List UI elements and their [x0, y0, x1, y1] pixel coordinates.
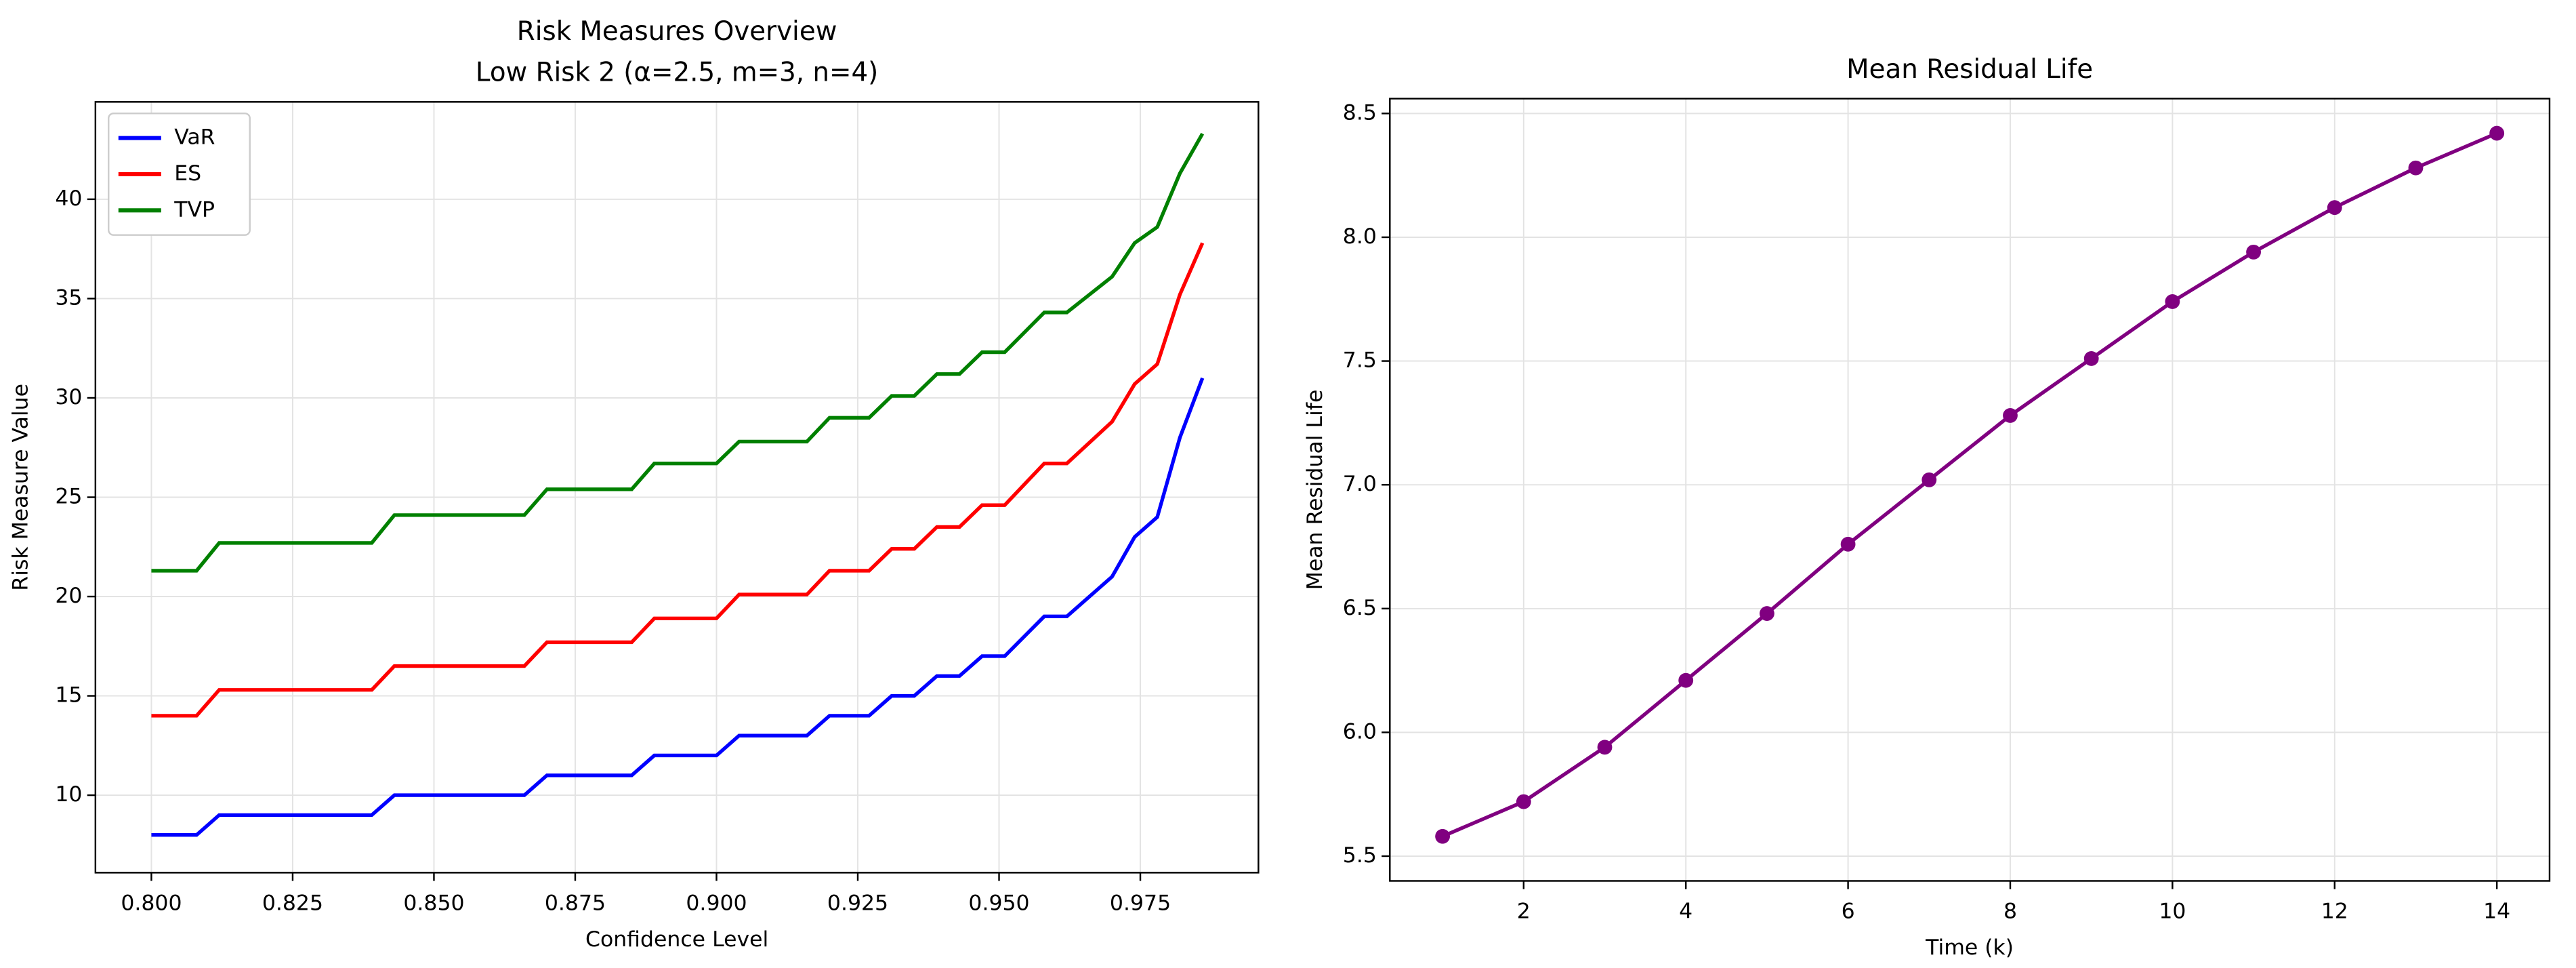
point	[1516, 794, 1531, 809]
series-line	[151, 132, 1205, 573]
point	[2083, 351, 2099, 366]
chart: Risk Measures Overview Low Risk 2 (α=2.5,…	[9, 16, 1260, 952]
x-tick-label: 12	[2321, 900, 2348, 924]
x-tick-label: 0.800	[121, 891, 182, 915]
x-tick-label: 0.925	[827, 891, 888, 915]
point	[1921, 472, 1937, 487]
legend-label: ES	[174, 161, 201, 186]
y-tick-label: 6.5	[1343, 596, 1377, 620]
x-tick-label: 8	[2003, 900, 2017, 924]
legend-label: VaR	[174, 125, 215, 150]
point	[2489, 125, 2505, 141]
y-axis-label: Risk Measure Value	[9, 384, 33, 591]
series-line	[151, 242, 1205, 718]
chart-title: Risk Measures Overview	[517, 16, 837, 47]
legend-frame	[108, 113, 251, 236]
chart: Mean Residual Life 2 4 6 8 10 12 14 5.5 6.0 6.5 7.0…	[1303, 54, 2551, 960]
y-tick-label: 8.0	[1343, 224, 1377, 249]
x-tick-label: 0.875	[545, 891, 606, 915]
y-tick-label: 15	[55, 683, 82, 708]
y-tick-label: 30	[55, 385, 82, 409]
point	[2003, 408, 2018, 423]
x-axis-label: Time (k)	[1925, 935, 2014, 960]
y-tick-label: 10	[55, 782, 82, 807]
x-tick-label: 2	[1517, 900, 1531, 924]
chart-subtitle: Low Risk 2 (α=2.5, m=3, n=4)	[476, 58, 878, 88]
series-line	[151, 377, 1205, 837]
plot-frame	[94, 101, 1260, 874]
x-tick-label: 0.975	[1110, 891, 1171, 915]
point	[1759, 606, 1774, 621]
y-tick-label: 8.5	[1343, 100, 1377, 125]
legend: VaR ES TVP	[108, 113, 251, 236]
y-tick-label: 6.0	[1343, 719, 1377, 744]
x-axis-label: Confidence Level	[585, 927, 768, 952]
point	[2408, 160, 2424, 176]
y-tick-label: 5.5	[1343, 843, 1377, 868]
y-tick-label: 20	[55, 584, 82, 608]
plot-frame	[1389, 98, 2551, 882]
legend-label: TVP	[173, 197, 215, 222]
y-tick-label: 25	[55, 485, 82, 509]
x-tick-label: 4	[1679, 900, 1692, 924]
chart-title: Mean Residual Life	[1846, 54, 2093, 85]
x-tick-label: 0.950	[968, 891, 1029, 915]
point	[2327, 200, 2342, 216]
y-tick-label: 7.0	[1343, 472, 1377, 496]
series-line	[1442, 132, 2498, 839]
x-tick-label: 14	[2483, 900, 2510, 924]
point	[2165, 294, 2180, 309]
x-tick-label: 0.825	[262, 891, 323, 915]
y-tick-label: 40	[55, 186, 82, 211]
point	[2246, 244, 2261, 260]
point	[1840, 536, 1856, 552]
x-tick-label: 10	[2159, 900, 2186, 924]
y-tick-label: 7.5	[1343, 348, 1377, 373]
point	[1597, 740, 1613, 755]
y-tick-label: 35	[55, 285, 82, 310]
x-tick-label: 0.900	[686, 891, 747, 915]
x-tick-label: 0.850	[403, 891, 464, 915]
y-axis-label: Mean Residual Life	[1303, 390, 1327, 590]
x-tick-label: 6	[1842, 900, 1855, 924]
point	[1678, 672, 1694, 688]
point	[1435, 828, 1451, 844]
